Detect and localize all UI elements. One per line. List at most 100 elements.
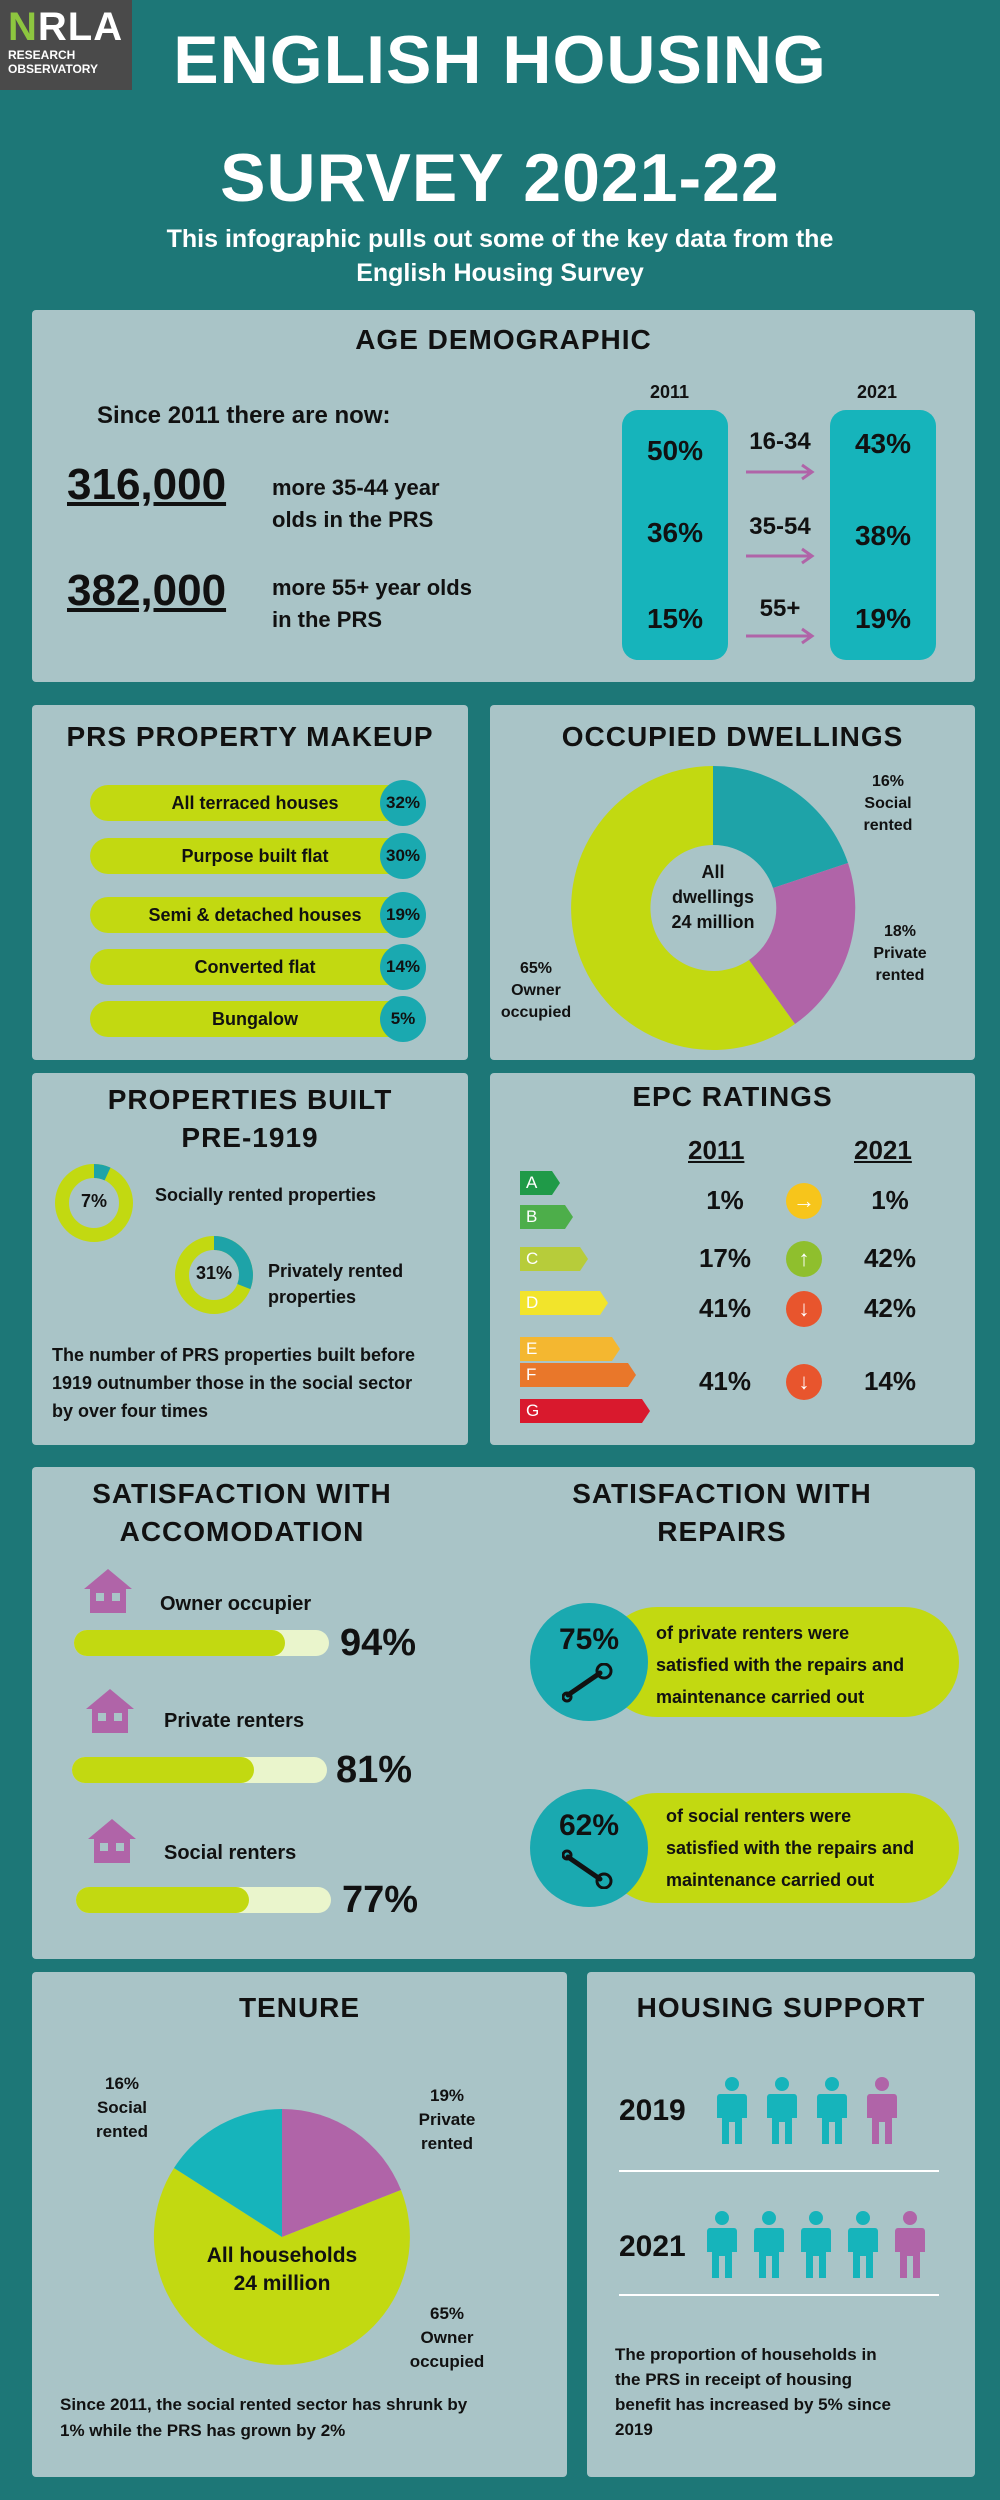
prs-item-purpose-flat: Purpose built flat <box>90 838 420 874</box>
arrow-down-icon: ↓ <box>786 1364 822 1400</box>
person-icon <box>752 2210 786 2285</box>
stat1-text: more 35-44 year olds in the PRS <box>272 475 440 532</box>
epc-band-b: B <box>526 1207 538 1226</box>
tenure-owner-label: 65% Owner occupied <box>409 2304 485 2371</box>
house-icon <box>84 1569 132 1613</box>
stat2-value: 382,000 <box>67 566 227 615</box>
arrow-right-icon <box>746 547 815 565</box>
age-year-2011: 2011 <box>650 382 690 402</box>
person-icon <box>865 2076 899 2151</box>
dwellings-title: OCCUPIED DWELLINGS <box>561 721 904 752</box>
owner-occupier-pct: 94% <box>340 1622 417 1664</box>
tenure-center-label: All households 24 million <box>206 2244 358 2295</box>
prs-pct-purpose-flat: 30% <box>380 833 426 879</box>
nrla-logo: NRLA RESEARCH OBSERVATORY <box>0 0 132 90</box>
prs-pct-semi: 19% <box>380 892 426 938</box>
repairs-private-pill <box>602 1607 959 1717</box>
social-renters-label: Social renters <box>164 1842 297 1864</box>
social-renters-pct: 77% <box>342 1879 419 1921</box>
prs-pct-converted: 14% <box>380 944 426 990</box>
donut-slice-social <box>713 765 848 888</box>
subtitle-line2: English Housing Survey <box>356 259 644 287</box>
accommodation-title: SATISFACTION WITH ACCOMODATION <box>92 1478 392 1547</box>
age-intro: Since 2011 there are now: <box>97 402 391 429</box>
logo-letters: RLA <box>37 5 124 49</box>
satisfaction-panel: SATISFACTION WITH ACCOMODATION SATISFACTI… <box>32 1467 975 1959</box>
person-icon <box>846 2210 880 2285</box>
person-icon <box>715 2076 749 2151</box>
page-title: ENGLISH HOUSING SURVEY 2021-22 <box>0 20 1000 218</box>
divider <box>619 2294 939 2296</box>
pie-slice-owner <box>153 2168 410 2365</box>
epc-band-e: E <box>526 1339 538 1358</box>
repairs-private-circle <box>530 1603 648 1721</box>
age-title: AGE DEMOGRAPHIC <box>355 324 652 355</box>
private-renters-pct: 81% <box>336 1749 413 1791</box>
pre1919-note: The number of PRS properties built befor… <box>52 1345 416 1421</box>
repairs-social-pct: 62% <box>558 1809 620 1842</box>
epc-year-2011: 2011 <box>688 1135 745 1165</box>
prs-pct-bungalow: 5% <box>380 996 426 1042</box>
age-group-35-54: 35-54 <box>749 513 811 540</box>
person-icon <box>765 2076 799 2151</box>
support-title: HOUSING SUPPORT <box>636 1992 926 2023</box>
tenure-pie-chart <box>153 2108 410 2365</box>
arrow-right-icon <box>746 463 815 481</box>
title-line2: SURVEY 2021-22 <box>220 140 780 216</box>
tenure-private-label: 19% Private rented <box>418 2086 476 2153</box>
social-renters-progress <box>76 1887 331 1913</box>
private-pre1919-pct: 31% <box>195 1263 233 1283</box>
social-pre1919-pct: 7% <box>80 1191 107 1211</box>
epc-band-c: C <box>526 1249 539 1268</box>
prs-pct-terraced: 32% <box>380 780 426 826</box>
repairs-social-pill <box>602 1793 959 1903</box>
epc-row1-2021: 1% <box>871 1185 909 1215</box>
tenure-title: TENURE <box>238 1992 361 2023</box>
person-icon <box>799 2210 833 2285</box>
epc-band-a: A <box>526 1173 538 1192</box>
epc-band-scale <box>520 1171 650 1423</box>
social-pre1919-ring <box>55 1164 133 1242</box>
epc-row3-2011: 41% <box>698 1293 752 1323</box>
stat1-value: 316,000 <box>67 460 227 509</box>
social-renters-fill <box>76 1887 249 1913</box>
page-subtitle: This infographic pulls out some of the k… <box>0 222 1000 290</box>
age-row1-2011: 50% <box>646 435 704 466</box>
pre1919-title: PROPERTIES BUILT PRE-1919 <box>107 1084 393 1153</box>
tenure-note: Since 2011, the social rented sector has… <box>60 2395 468 2440</box>
arrow-right-icon <box>746 627 815 645</box>
prs-item-bungalow: Bungalow <box>90 1001 420 1037</box>
private-renters-progress <box>72 1757 327 1783</box>
repairs-social-circle <box>530 1789 648 1907</box>
private-renters-fill <box>72 1757 254 1783</box>
prs-item-converted: Converted flat <box>90 949 420 985</box>
dwellings-private-label: 18% Private rented <box>873 923 927 984</box>
epc-band-f: F <box>526 1365 537 1384</box>
logo-line1: RESEARCH <box>8 48 76 62</box>
pre1919-panel: PROPERTIES BUILT PRE-1919 7% Socially ren… <box>32 1073 468 1445</box>
person-icon <box>705 2210 739 2285</box>
dwellings-center-label: All dwellings 24 million <box>671 862 755 932</box>
owner-occupier-label: Owner occupier <box>160 1593 312 1615</box>
logo-letter-n: N <box>8 5 38 49</box>
people-row-2019 <box>715 2076 935 2148</box>
tenure-panel: TENURE All households 24 million 16% Socia… <box>32 1972 567 2477</box>
wrench-icon <box>562 1849 613 1889</box>
subtitle-line1: This infographic pulls out some of the k… <box>166 225 834 253</box>
tenure-social-label: 16% Social rented <box>96 2074 148 2141</box>
donut-slice-owner <box>571 766 795 1050</box>
arrow-right-icon: → <box>786 1183 822 1219</box>
house-icon <box>88 1819 136 1863</box>
repairs-private-pct: 75% <box>558 1623 620 1656</box>
prs-title: PRS PROPERTY MAKEUP <box>66 721 434 752</box>
age-row2-2011: 36% <box>646 517 704 548</box>
social-pre1919-label: Socially rented properties <box>155 1185 377 1205</box>
age-demographic-panel: AGE DEMOGRAPHIC Since 2011 there are now… <box>32 310 975 682</box>
repairs-private-text: of private renters were satisfied with th… <box>656 1623 905 1707</box>
wrench-icon <box>562 1663 613 1703</box>
dwellings-owner-label: 65% Owner occupied <box>500 960 572 1021</box>
repairs-title: SATISFACTION WITH REPAIRS <box>572 1478 872 1547</box>
prs-item-semi: Semi & detached houses <box>90 897 420 933</box>
col-2021 <box>830 410 936 660</box>
owner-occupier-progress <box>74 1630 329 1656</box>
